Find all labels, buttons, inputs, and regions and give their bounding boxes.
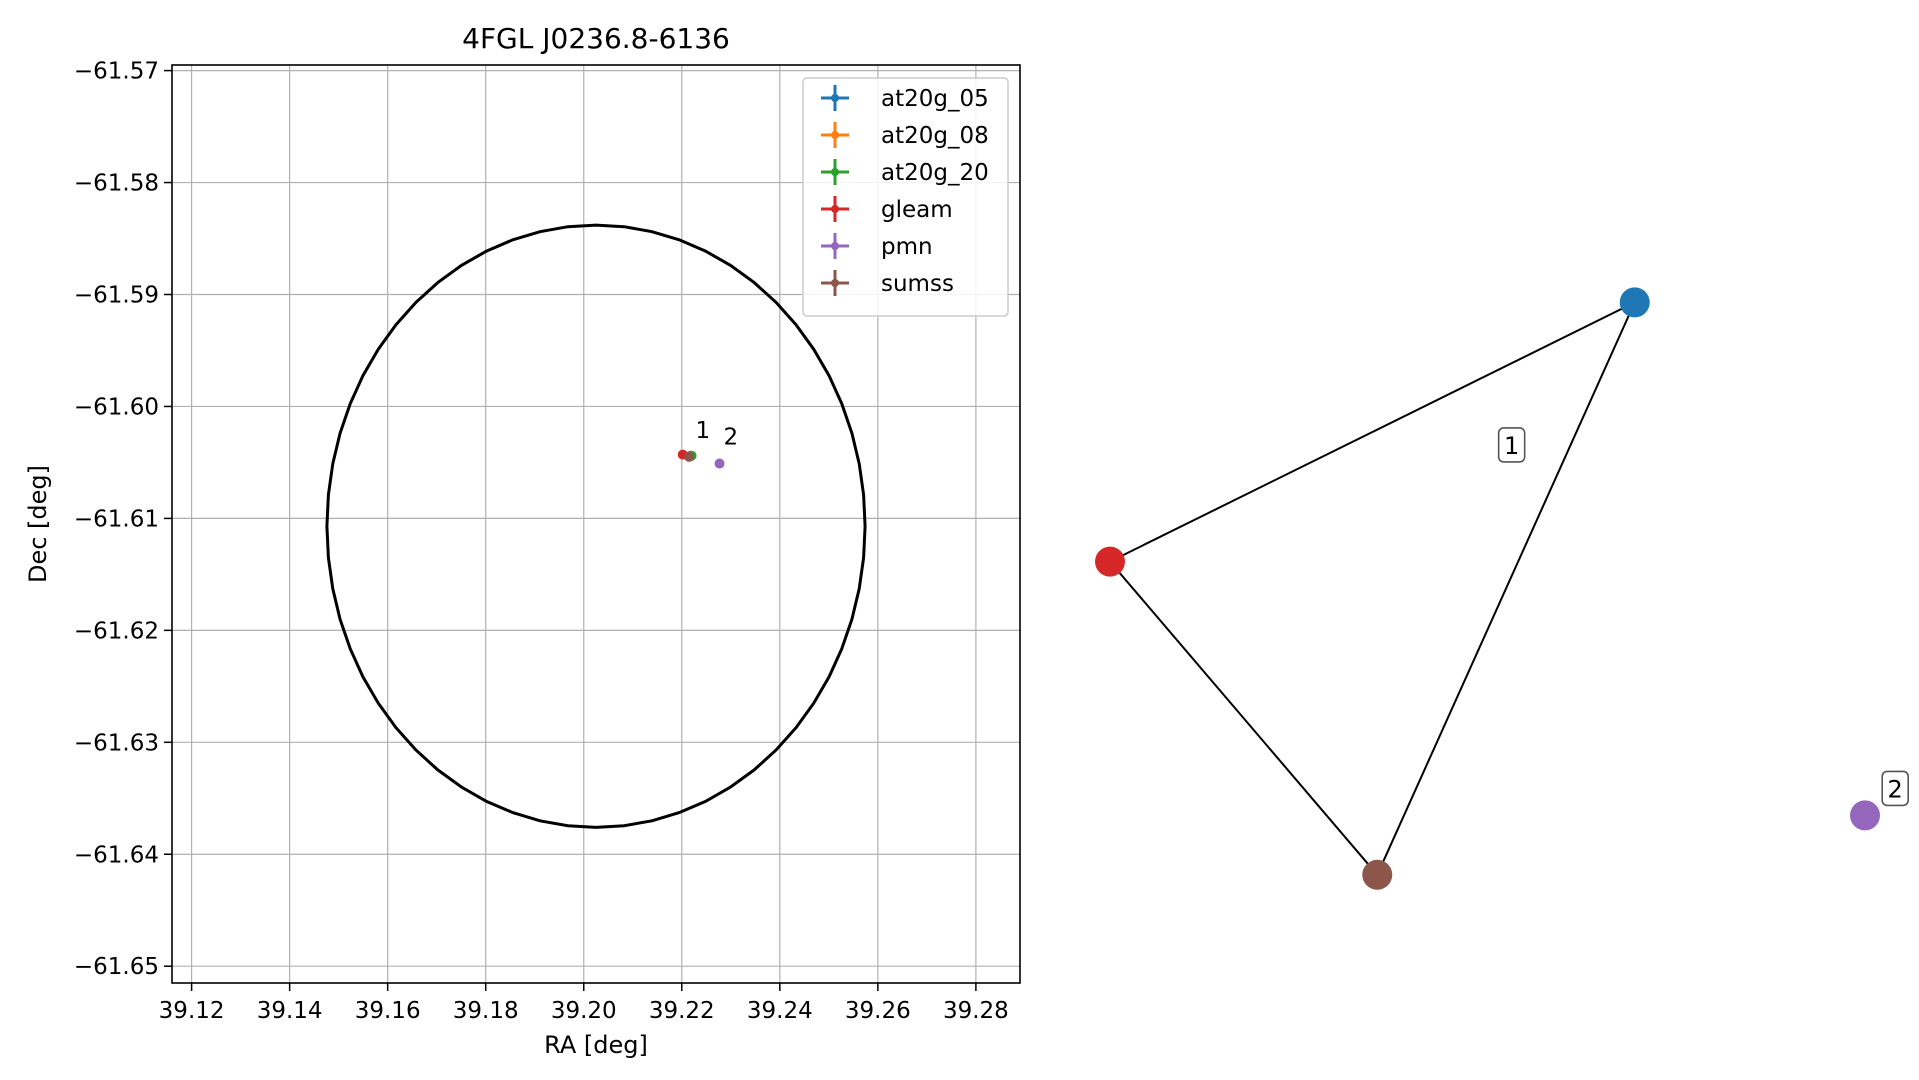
cluster-label-box <box>1497 427 1526 463</box>
legend-label: at20g_20 <box>881 160 989 186</box>
x-axis-ticks: 39.12 39.14 39.16 39.18 39.20 39.22 39.24 39.26… <box>159 983 1009 1024</box>
legend-item-pmn: pmn <box>821 233 933 260</box>
ellipse-outline <box>325 223 867 829</box>
legend-marker-dot <box>831 205 839 213</box>
y-tick-label: −61.65 <box>74 954 159 980</box>
y-tick-label: −61.63 <box>74 730 159 756</box>
data-points <box>677 449 725 469</box>
y-axis-label: Dec [deg] <box>24 465 52 583</box>
plot-frame <box>171 64 1021 984</box>
node-gleam <box>1095 546 1125 577</box>
x-tick-label: 39.12 <box>159 998 225 1024</box>
cluster-label-box <box>1881 770 1909 807</box>
point-pmn <box>714 458 725 469</box>
y-tick-label: −61.62 <box>74 618 159 644</box>
legend-item-at20g_08: at20g_08 <box>821 122 989 149</box>
node-at20g_05 <box>1619 287 1650 318</box>
x-tick-label: 39.14 <box>257 998 323 1024</box>
legend-label: sumss <box>881 271 954 297</box>
legend-label: gleam <box>881 197 953 223</box>
y-tick-label: −61.57 <box>74 59 159 85</box>
legend-marker-dot <box>831 131 839 139</box>
legend-box <box>802 77 1009 317</box>
y-tick-label: −61.61 <box>74 506 159 532</box>
legend-item-gleam: gleam <box>821 196 953 223</box>
legend-marker-dot <box>831 94 839 102</box>
x-tick-label: 39.16 <box>355 998 421 1024</box>
edge-sumss-at20g_05 <box>1376 301 1636 876</box>
x-axis-label: RA [deg] <box>544 1031 648 1059</box>
y-tick-label: −61.60 <box>74 394 159 420</box>
legend-label: pmn <box>881 234 933 260</box>
grid <box>172 65 1020 983</box>
x-tick-label: 39.24 <box>747 998 813 1024</box>
x-tick-label: 39.26 <box>845 998 911 1024</box>
y-tick-label: −61.59 <box>74 283 159 309</box>
legend-marker-dot <box>831 242 839 250</box>
point-sumss <box>684 451 695 462</box>
network-nodes <box>1095 287 1880 890</box>
legend-label: at20g_08 <box>881 123 989 149</box>
x-tick-label: 39.22 <box>649 998 715 1024</box>
y-tick-label: −61.64 <box>74 842 159 868</box>
y-axis-ticks: −61.57 −61.58 −61.59 −61.60 −61.61 −61.62 −61.… <box>74 59 172 980</box>
point-annotation: 2 <box>723 425 738 451</box>
legend-marker-dot <box>831 168 839 176</box>
legend-item-at20g_05: at20g_05 <box>821 85 989 112</box>
edge-at20g_05-gleam <box>1109 301 1636 563</box>
cluster-label-text: 1 <box>1504 432 1519 460</box>
legend-item-at20g_20: at20g_20 <box>821 159 989 186</box>
cluster-label: 2 <box>1881 770 1909 807</box>
network-labels: 12 <box>1497 427 1909 807</box>
x-tick-label: 39.28 <box>943 998 1009 1024</box>
x-tick-label: 39.20 <box>551 998 617 1024</box>
legend-label: at20g_05 <box>881 86 989 112</box>
node-pmn <box>1850 800 1880 831</box>
legend-item-sumss: sumss <box>821 270 954 297</box>
cluster-label-text: 2 <box>1888 775 1903 803</box>
cluster-label: 1 <box>1497 427 1526 463</box>
network-panel: 12 <box>1095 287 1909 890</box>
x-tick-label: 39.18 <box>453 998 519 1024</box>
point-annotation: 1 <box>696 418 711 444</box>
localization-ellipse <box>325 223 867 829</box>
node-sumss <box>1362 859 1393 890</box>
chart-title: 4FGL J0236.8-6136 <box>462 22 730 55</box>
y-tick-label: −61.58 <box>74 171 159 197</box>
edge-gleam-sumss <box>1109 560 1379 876</box>
legend-marker-dot <box>831 279 839 287</box>
network-edges <box>1109 301 1636 876</box>
